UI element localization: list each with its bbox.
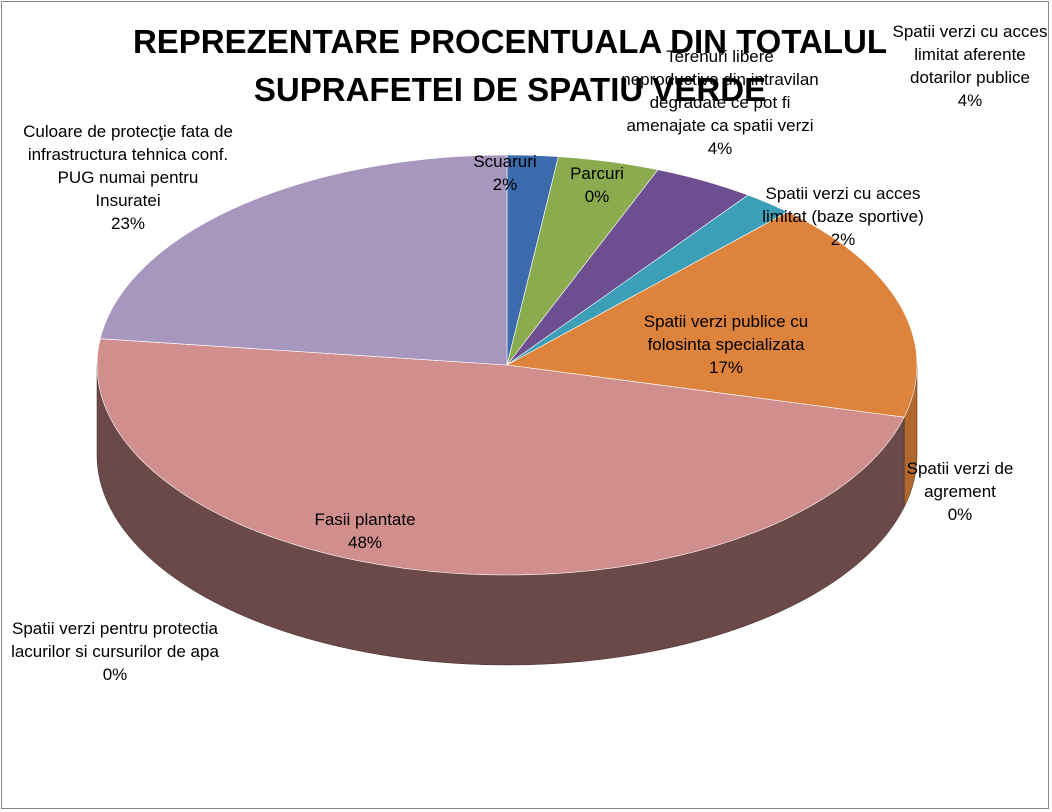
category-label: Fasii plantate bbox=[314, 510, 416, 529]
data-label: Spatii verzi publice cu folosinta specia… bbox=[626, 310, 826, 379]
category-label: Terenuri libere neproductive din intravi… bbox=[621, 47, 819, 135]
category-label: Spatii verzi cu acces limitat aferente d… bbox=[892, 22, 1048, 87]
pie-slice bbox=[99, 154, 508, 366]
category-label: Spatii verzi cu acces limitat (baze spor… bbox=[762, 184, 924, 226]
value-label: 0% bbox=[102, 665, 128, 684]
data-label: Spatii verzi pentru protectia lacurilor … bbox=[5, 617, 225, 686]
value-label: 2% bbox=[492, 175, 518, 194]
data-label: Scuaruri 2% bbox=[465, 150, 545, 196]
value-label: 17% bbox=[708, 358, 744, 377]
data-label: Culoare de protecţie fata de infrastruct… bbox=[23, 120, 233, 235]
pie-slice bbox=[506, 156, 659, 366]
category-label: Spatii verzi pentru protectia lacurilor … bbox=[11, 619, 219, 661]
data-label: Fasii plantate 48% bbox=[290, 508, 440, 554]
value-label: 2% bbox=[830, 230, 856, 249]
category-label: Parcuri bbox=[570, 164, 624, 183]
data-label: Spatii verzi cu acces limitat aferente d… bbox=[885, 20, 1052, 112]
data-label: Terenuri libere neproductive din intravi… bbox=[620, 45, 820, 160]
value-label: 23% bbox=[110, 214, 146, 233]
pie-slice bbox=[506, 211, 918, 418]
value-label: 48% bbox=[347, 533, 383, 552]
pie-slice bbox=[506, 194, 789, 366]
pie-slice bbox=[96, 338, 905, 576]
data-label: Spatii verzi cu acces limitat (baze spor… bbox=[743, 182, 943, 251]
value-label: 0% bbox=[947, 505, 973, 524]
value-label: 0% bbox=[584, 187, 610, 206]
category-label: Scuaruri bbox=[473, 152, 537, 171]
category-label: Spatii verzi publice cu folosinta specia… bbox=[643, 312, 809, 354]
value-label: 4% bbox=[707, 139, 733, 158]
chart-title: REPREZENTARE PROCENTUALA DIN TOTALUL SUP… bbox=[132, 23, 888, 108]
pie-slice bbox=[506, 169, 749, 366]
data-label: Parcuri 0% bbox=[557, 162, 637, 208]
category-label: Spatii verzi de agrement bbox=[906, 459, 1014, 501]
value-label: 4% bbox=[957, 91, 983, 110]
data-label: Spatii verzi de agrement 0% bbox=[895, 457, 1025, 526]
category-label: Culoare de protecţie fata de infrastruct… bbox=[23, 122, 233, 210]
